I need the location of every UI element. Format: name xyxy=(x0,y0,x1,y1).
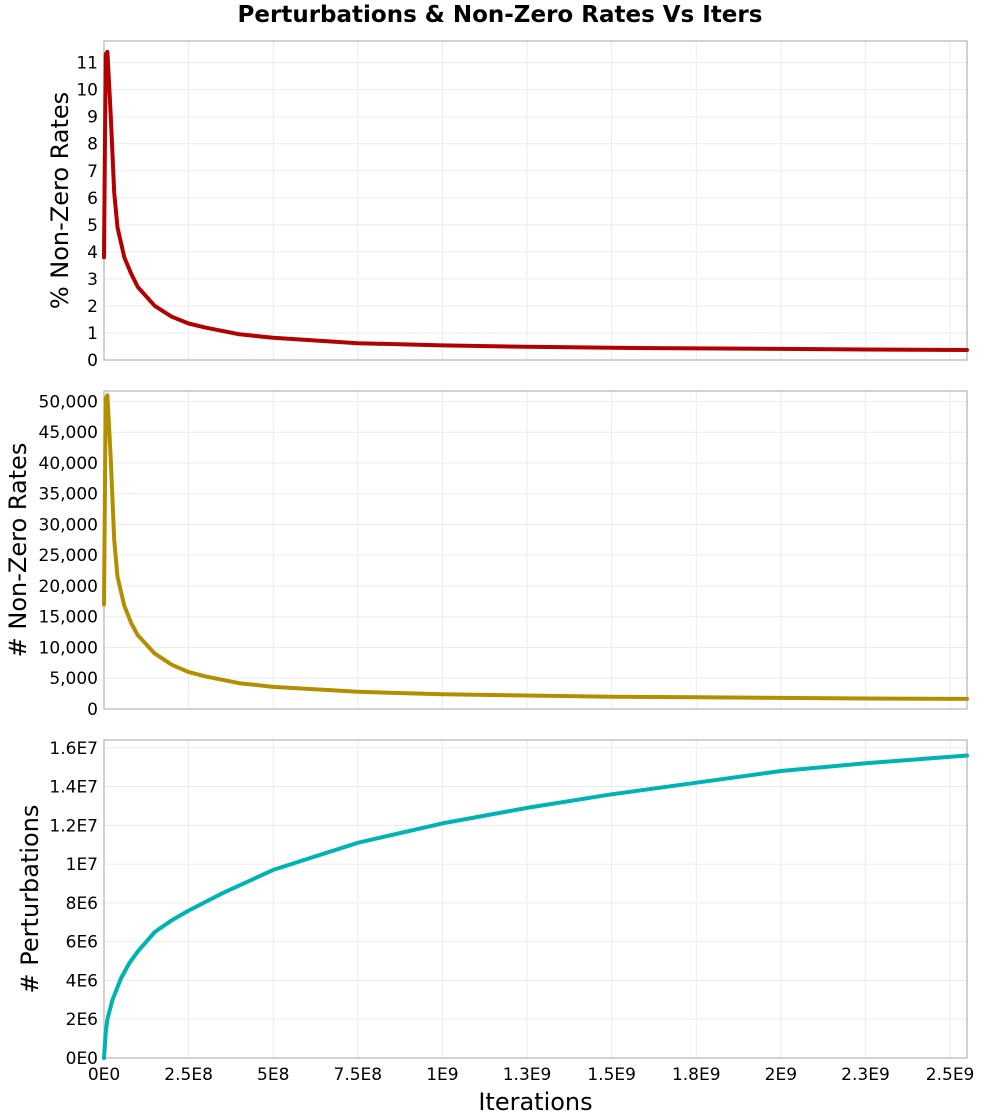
y-tick-label: 2 xyxy=(87,297,98,317)
x-tick-label: 2.5E9 xyxy=(926,1065,975,1085)
y-tick-label: 0E0 xyxy=(66,1049,98,1069)
y-tick-label: 6 xyxy=(87,189,98,209)
plot-frame xyxy=(103,739,968,1059)
y-tick-label: 0 xyxy=(87,351,98,371)
percent-nonzero-panel: 0 1 2 3 4 5 6 7 8 9 10 11% Non-Zero Rates xyxy=(46,40,969,371)
y-tick-label: 30,000 xyxy=(39,515,98,535)
y-tick-label: 15,000 xyxy=(39,608,98,628)
perturbations-panel: 0E0 2E6 4E6 6E6 8E6 1E7 1.2E7 1.4E7 1.6E7 # Pertu… xyxy=(16,739,974,1116)
y-tick-label: 8E6 xyxy=(66,894,98,914)
y-tick-label: 7 xyxy=(87,162,98,182)
x-tick-label: 1E9 xyxy=(426,1065,458,1085)
y-tick-label: 6E6 xyxy=(66,933,98,953)
x-tick-label: 2E9 xyxy=(765,1065,797,1085)
x-tick-label: 1.8E9 xyxy=(672,1065,721,1085)
y-tick-label: 35,000 xyxy=(39,485,98,505)
plot-frame xyxy=(103,40,968,361)
y-tick-label: 45,000 xyxy=(39,423,98,443)
y-tick-label: 10,000 xyxy=(39,638,98,658)
x-axis-label: Iterations xyxy=(478,1088,592,1116)
y-axis-label: # Non-Zero Rates xyxy=(4,443,32,658)
chart-title: Perturbations & Non-Zero Rates Vs Iters xyxy=(237,2,763,28)
plot-frame xyxy=(103,390,968,710)
y-axis-label: % Non-Zero Rates xyxy=(46,92,74,309)
x-tick-label: 2.3E9 xyxy=(841,1065,890,1085)
y-tick-label: 40,000 xyxy=(39,454,98,474)
y-tick-label: 20,000 xyxy=(39,577,98,597)
y-tick-label: 0 xyxy=(87,700,98,720)
y-tick-label: 4 xyxy=(87,243,98,263)
y-tick-label: 11 xyxy=(76,54,98,74)
x-tick-label: 7.5E8 xyxy=(334,1065,383,1085)
y-tick-label: 10 xyxy=(76,81,98,101)
y-tick-label: 50,000 xyxy=(39,392,98,412)
y-tick-label: 5 xyxy=(87,216,98,236)
y-tick-label: 1.6E7 xyxy=(49,739,98,759)
y-tick-label: 1 xyxy=(87,324,98,344)
y-tick-label: 3 xyxy=(87,270,98,290)
y-tick-label: 4E6 xyxy=(66,971,98,991)
y-tick-label: 1.4E7 xyxy=(49,778,98,798)
y-tick-label: 1E7 xyxy=(66,855,98,875)
y-tick-label: 8 xyxy=(87,135,98,155)
y-tick-label: 5,000 xyxy=(49,669,98,689)
x-tick-label: 0E0 xyxy=(88,1065,120,1085)
series-line xyxy=(102,49,969,352)
count-nonzero-panel: 0 5,000 10,000 15,000 20,000 25,000 30,000 35,0… xyxy=(4,390,969,720)
y-axis-label: # Perturbations xyxy=(16,805,44,994)
x-tick-label: 5E8 xyxy=(257,1065,289,1085)
x-tick-label: 2.5E8 xyxy=(164,1065,213,1085)
y-tick-label: 2E6 xyxy=(66,1010,98,1030)
series-line xyxy=(102,753,969,1060)
x-tick-label: 1.3E9 xyxy=(503,1065,552,1085)
x-tick-label: 1.5E9 xyxy=(587,1065,636,1085)
y-tick-label: 25,000 xyxy=(39,546,98,566)
y-tick-label: 1.2E7 xyxy=(49,816,98,836)
y-tick-label: 9 xyxy=(87,108,98,128)
series-line xyxy=(102,393,969,701)
